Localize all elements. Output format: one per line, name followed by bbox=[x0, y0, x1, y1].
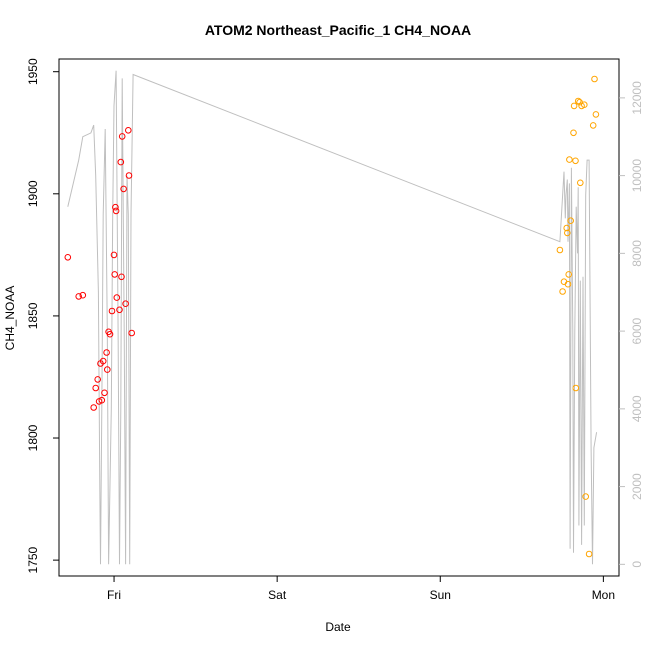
data-point-1-8 bbox=[567, 217, 575, 224]
x-tick-label: Sat bbox=[268, 588, 287, 602]
data-point-0-26 bbox=[122, 300, 129, 308]
data-point-0-27 bbox=[125, 127, 132, 134]
data-point-0-15 bbox=[108, 307, 116, 315]
data-point-0-29 bbox=[128, 329, 135, 337]
data-point-0-3 bbox=[90, 404, 97, 411]
data-point-1-19 bbox=[585, 550, 593, 558]
data-point-0-21 bbox=[116, 306, 123, 314]
y2-tick-label: 2000 bbox=[630, 473, 644, 500]
data-point-1-7 bbox=[566, 156, 573, 163]
data-point-0-5 bbox=[94, 376, 101, 383]
data-point-0-9 bbox=[99, 357, 107, 365]
plot-frame bbox=[58, 58, 620, 577]
y2-tick-label: 6000 bbox=[630, 317, 644, 344]
line-series bbox=[67, 70, 598, 565]
data-point-0-23 bbox=[118, 273, 125, 281]
y-tick-label: 1850 bbox=[26, 302, 40, 329]
data-point-1-20 bbox=[589, 122, 597, 129]
data-point-1-22 bbox=[592, 111, 600, 118]
x-tick-label: Sun bbox=[430, 588, 451, 602]
data-point-0-28 bbox=[125, 172, 133, 179]
data-point-0-4 bbox=[92, 384, 99, 392]
data-point-1-17 bbox=[581, 101, 588, 108]
y2-tick-label: 10000 bbox=[630, 159, 644, 193]
data-point-0-18 bbox=[112, 203, 119, 211]
data-point-0-24 bbox=[118, 133, 126, 140]
data-point-1-4 bbox=[564, 229, 571, 237]
x-axis: Fri Sat Sun Mon bbox=[107, 576, 615, 602]
data-point-0-10 bbox=[101, 389, 108, 397]
data-point-0-1 bbox=[75, 293, 82, 300]
points-layer bbox=[64, 75, 600, 558]
data-point-1-5 bbox=[564, 280, 572, 288]
data-point-0-19 bbox=[112, 207, 120, 215]
data-point-1-0 bbox=[556, 246, 564, 254]
x-axis-label: Date bbox=[325, 620, 351, 634]
data-point-0-16 bbox=[110, 251, 118, 259]
x-tick-label: Mon bbox=[592, 588, 615, 602]
data-point-0-25 bbox=[120, 185, 127, 193]
data-point-1-12 bbox=[572, 384, 580, 392]
data-point-1-9 bbox=[570, 129, 577, 137]
y-tick-label: 1900 bbox=[26, 180, 40, 207]
data-point-0-12 bbox=[104, 366, 111, 373]
y-tick-label: 1750 bbox=[26, 546, 40, 573]
data-point-0-17 bbox=[111, 271, 118, 278]
data-point-0-2 bbox=[79, 291, 87, 299]
data-point-1-21 bbox=[591, 75, 598, 83]
y-tick-label: 1800 bbox=[26, 424, 40, 451]
x-tick-label: Fri bbox=[107, 588, 121, 602]
data-point-1-10 bbox=[570, 102, 578, 110]
data-point-1-6 bbox=[565, 271, 573, 278]
y2-axis: 0 2000 4000 6000 8000 10000 12000 bbox=[619, 81, 644, 568]
data-point-0-8 bbox=[98, 396, 106, 404]
data-point-1-1 bbox=[559, 288, 566, 295]
y2-tick-label: 0 bbox=[630, 561, 644, 568]
y-axis: 1750 1800 1850 1900 1950 bbox=[26, 58, 59, 573]
chart-title: ATOM2 Northeast_Pacific_1 CH4_NOAA bbox=[205, 22, 471, 38]
y-tick-label: 1950 bbox=[26, 58, 40, 85]
data-point-1-18 bbox=[582, 493, 590, 500]
data-point-1-13 bbox=[574, 97, 582, 105]
data-point-0-22 bbox=[117, 158, 125, 166]
data-point-0-14 bbox=[106, 330, 114, 338]
data-point-1-3 bbox=[563, 224, 571, 232]
data-point-0-0 bbox=[64, 253, 72, 261]
y2-tick-label: 4000 bbox=[630, 395, 644, 422]
y-axis-label: CH4_NOAA bbox=[3, 286, 17, 351]
y2-tick-label: 8000 bbox=[630, 240, 644, 267]
y2-tick-label: 12000 bbox=[630, 81, 644, 115]
data-point-1-11 bbox=[572, 157, 579, 165]
line-series-path bbox=[67, 70, 598, 565]
data-point-0-20 bbox=[113, 294, 121, 301]
data-point-1-15 bbox=[577, 179, 584, 187]
data-point-0-11 bbox=[103, 349, 110, 356]
